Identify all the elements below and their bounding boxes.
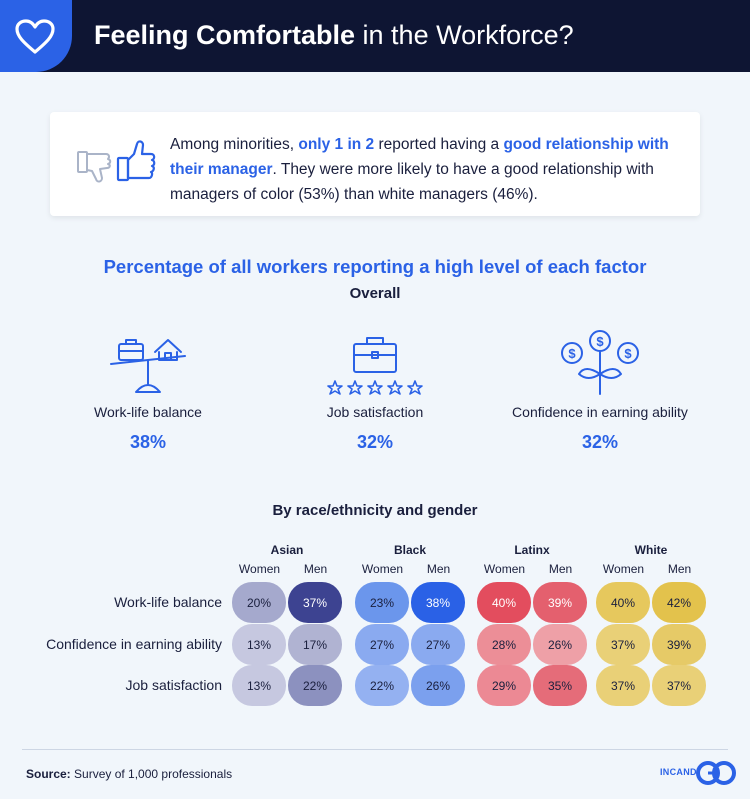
heatmap-cell: 17%	[288, 624, 342, 665]
heatmap-cell: 23%	[355, 582, 409, 623]
factor-confidence: $ $ $ Confidence in earning ability 32%	[490, 330, 710, 453]
heatmap-cell: 13%	[232, 665, 286, 706]
gender-label-latinx-women: Women	[483, 562, 526, 576]
heatmap-cell: 37%	[596, 624, 650, 665]
heatmap-cell: 37%	[652, 665, 706, 706]
balance-scale-icon	[110, 339, 186, 393]
money-plant-icon: $ $ $	[561, 330, 639, 395]
gender-label-asian-women: Women	[238, 562, 281, 576]
source-text: Survey of 1,000 professionals	[70, 767, 233, 781]
group-label-asian: Asian	[270, 543, 304, 557]
source-note: Source: Survey of 1,000 professionals	[26, 767, 232, 781]
heatmap-cell: 39%	[652, 624, 706, 665]
svg-text:$: $	[596, 334, 604, 349]
factor-label: Job satisfaction	[326, 404, 424, 420]
factor-label: Confidence in earning ability	[512, 404, 688, 420]
heatmap-cell: 38%	[411, 582, 465, 623]
gender-label-white-men: Men	[667, 562, 692, 576]
heatmap-cell: 35%	[533, 665, 587, 706]
group-label-black: Black	[393, 543, 427, 557]
row-label: Job satisfaction	[125, 677, 223, 693]
svg-text:$: $	[568, 346, 576, 361]
svg-text:$: $	[624, 346, 632, 361]
callout-highlight-1: only 1 in 2	[298, 136, 375, 153]
heatmap-cell: 13%	[232, 624, 286, 665]
gender-label-black-men: Men	[426, 562, 451, 576]
logo-mark-icon	[696, 761, 736, 785]
callout-text-3: . They were more likely to have a good r…	[170, 161, 654, 203]
heatmap-cell: 20%	[232, 582, 286, 623]
heatmap-cell: 22%	[288, 665, 342, 706]
heart-icon	[15, 19, 55, 54]
group-chart-title: By race/ethnicity and gender	[272, 502, 478, 519]
factor-work-life-balance: Work-life balance 38%	[38, 330, 258, 453]
heatmap-cell: 22%	[355, 665, 409, 706]
gender-label-black-women: Women	[361, 562, 404, 576]
logo-text: INCAND	[660, 767, 697, 777]
factor-value: 32%	[581, 432, 619, 452]
source-label: Source:	[26, 767, 71, 781]
header-bar: Feeling Comfortable in the Workforce?	[0, 0, 750, 72]
heatmap-cell: 27%	[355, 624, 409, 665]
factor-value: 38%	[129, 432, 167, 452]
title-rest: in the Workforce?	[355, 20, 574, 50]
callout-text-2: reported having a	[374, 136, 504, 153]
section-title: Percentage of all workers reporting a hi…	[103, 256, 647, 277]
heatmap-cell: 40%	[477, 582, 531, 623]
factor-value: 32%	[356, 432, 394, 452]
row-label: Confidence in earning ability	[46, 636, 222, 652]
heatmap-cell: 27%	[411, 624, 465, 665]
page-title: Feeling Comfortable in the Workforce?	[94, 20, 574, 51]
group-label-latinx: Latinx	[514, 543, 550, 557]
heatmap-cell: 37%	[288, 582, 342, 623]
callout-highlight-2: good relationship with their manager	[170, 136, 669, 178]
heatmap-cell: 42%	[652, 582, 706, 623]
heatmap-cell: 40%	[596, 582, 650, 623]
footer-divider	[22, 749, 728, 750]
thumbs-icon	[77, 140, 156, 183]
heatmap-cell: 28%	[477, 624, 531, 665]
group-label-white: White	[634, 543, 668, 557]
heatmap-cell: 39%	[533, 582, 587, 623]
gender-label-white-women: Women	[602, 562, 645, 576]
brand-logo: INCAND	[660, 758, 736, 788]
callout-text-1: Among minorities,	[170, 136, 299, 153]
heatmap-cell: 26%	[411, 665, 465, 706]
factor-label: Work-life balance	[94, 404, 202, 420]
heatmap-cell: 26%	[533, 624, 587, 665]
heart-badge	[0, 0, 72, 72]
gender-label-latinx-men: Men	[548, 562, 573, 576]
heatmap-cell: 29%	[477, 665, 531, 706]
thumbs-up-icon	[116, 140, 156, 182]
heatmap-cell: 37%	[596, 665, 650, 706]
callout-card: Among minorities, only 1 in 2 reported h…	[50, 112, 700, 216]
gender-label-asian-men: Men	[303, 562, 328, 576]
factor-job-satisfaction: Job satisfaction 32%	[265, 330, 485, 453]
row-label: Work-life balance	[114, 594, 222, 610]
overall-label: Overall	[349, 285, 401, 302]
callout-text: Among minorities, only 1 in 2 reported h…	[170, 132, 688, 207]
briefcase-stars-icon	[327, 337, 423, 395]
thumbs-down-icon	[77, 151, 112, 183]
title-bold: Feeling Comfortable	[94, 20, 356, 50]
